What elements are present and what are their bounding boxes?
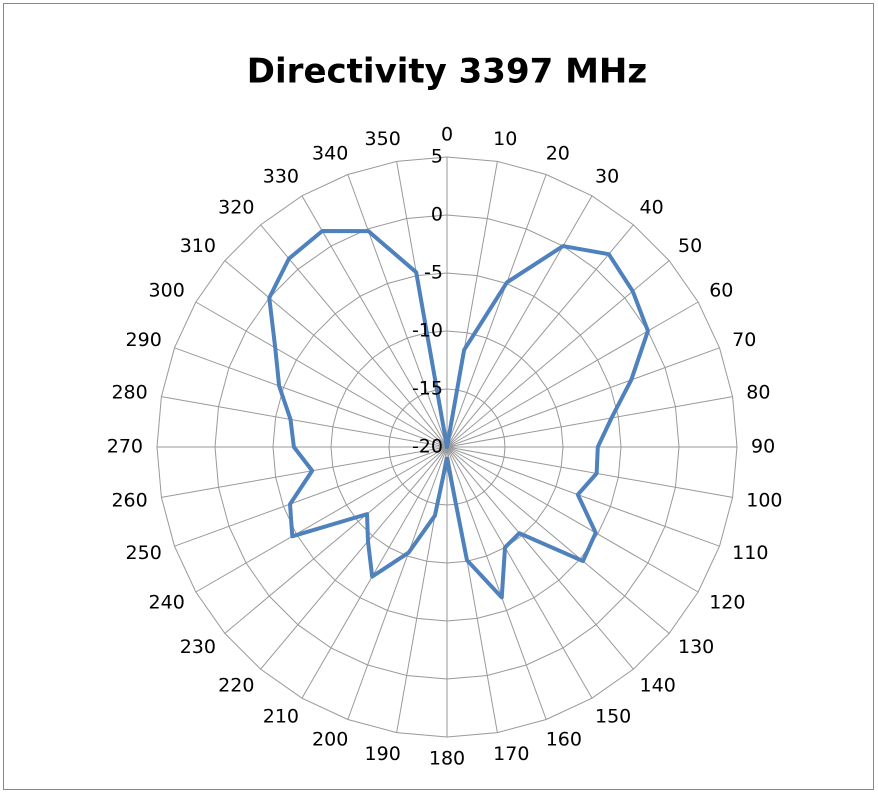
spoke [347,174,448,448]
radial-tick-label: -20 [412,436,443,458]
spoke [224,446,448,634]
spoke [446,347,720,448]
spoke [195,301,448,448]
category-label: 20 [546,142,570,164]
category-label: 130 [678,636,714,658]
category-label: 220 [218,675,254,697]
spoke [446,446,720,547]
category-label: 290 [126,329,162,351]
category-label: 330 [263,165,299,187]
category-label: 160 [546,729,582,751]
spoke [174,446,448,547]
category-label: 150 [595,706,631,728]
category-label: 180 [429,748,465,770]
spoke [161,396,448,448]
category-label: 80 [746,381,770,403]
category-label: 200 [312,729,348,751]
spoke [446,224,634,448]
spoke [446,446,547,720]
category-label: 260 [111,490,147,512]
spoke [446,446,634,670]
spoke [260,224,448,448]
category-label: 110 [732,542,768,564]
category-label: 210 [263,706,299,728]
spoke [301,446,448,699]
category-label: 340 [312,142,348,164]
category-label: 0 [441,124,453,146]
chart-title: Directivity 3397 MHz [247,52,647,92]
spoke [446,446,593,699]
spoke [446,446,670,634]
category-label: 320 [218,196,254,218]
spoke [224,260,448,448]
spoke [446,446,699,593]
series-line [267,229,650,600]
spoke [174,347,448,448]
category-label: 280 [111,381,147,403]
category-label: 270 [107,436,143,458]
category-label: 240 [149,592,185,614]
category-label: 350 [365,128,401,150]
spoke [195,446,448,593]
category-label: 60 [709,280,733,302]
category-label: 230 [180,636,216,658]
spoke [161,446,448,498]
category-label: 40 [640,196,664,218]
category-label: 310 [180,235,216,257]
category-label: 190 [365,743,401,765]
category-label: 170 [493,743,529,765]
category-label: 30 [595,165,619,187]
radial-tick-label: 5 [431,146,443,168]
category-label: 250 [126,542,162,564]
radial-tick-label: -10 [412,320,443,342]
radial-tick-label: -15 [412,378,443,400]
category-label: 140 [640,675,676,697]
spoke [446,174,547,448]
spoke [446,446,733,498]
spoke [347,446,448,720]
category-label: 100 [746,490,782,512]
radial-tick-label: 0 [431,204,443,226]
category-label: 10 [493,128,517,150]
spoke [446,396,733,448]
spoke [301,195,448,448]
spoke [446,195,593,448]
category-label: 120 [709,592,745,614]
spoke [260,446,448,670]
radial-tick-label: -5 [424,262,443,284]
category-label: 70 [732,329,756,351]
category-label: 50 [678,235,702,257]
spoke [446,301,699,448]
category-label: 300 [149,280,185,302]
category-label: 90 [751,436,775,458]
